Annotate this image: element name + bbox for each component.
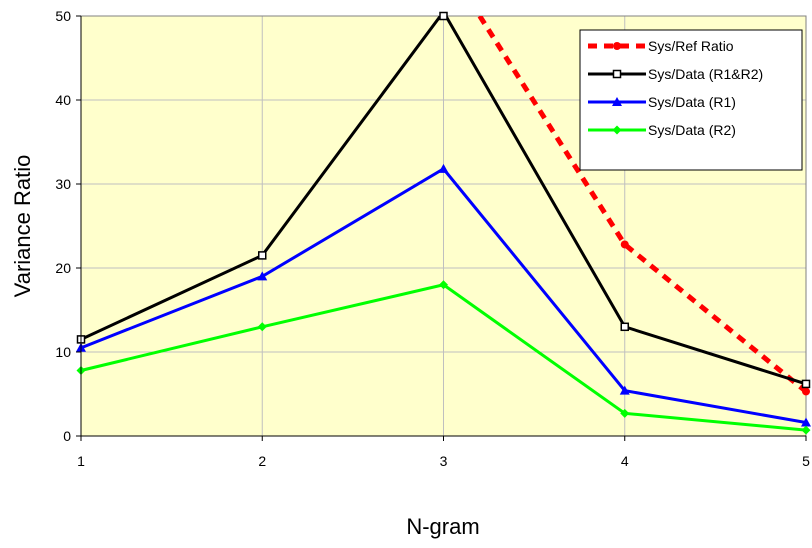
gridlines [81,16,806,436]
data-point-series-2 [439,11,448,21]
y-tick-label: 30 [55,176,71,192]
data-point-series-4 [620,408,630,418]
data-point-series-2 [620,322,629,332]
x-tick-label: 2 [258,453,266,469]
data-point-legend-1 [613,42,621,50]
y-tick-label: 10 [55,344,71,360]
x-axis-title: N-gram [406,514,479,539]
y-tick-label: 0 [63,428,71,444]
series-line-2 [81,16,806,386]
data-point-series-3 [257,271,268,281]
data-point-series-2 [258,251,267,260]
data-point-series-1 [802,387,810,396]
tick-labels: 0 10 20 30 40 50 1 2 3 4 5 [55,8,810,469]
x-tick-label: 3 [440,453,448,469]
data-point-series-4 [801,425,811,435]
data-point-series-1 [620,240,629,249]
legend: Sys/Ref Ratio Sys/Data (R1&R2) Sys/Data (R… [579,29,803,171]
x-tick-label: 4 [621,453,629,469]
legend-label-3: Sys/Data (R1) [648,94,736,110]
data-point-series-4 [439,280,448,290]
data-point-series-3 [619,385,630,395]
data-point-series-3 [801,417,811,427]
data-point-series-3 [438,163,449,173]
y-axis-title: Variance Ratio [10,155,35,298]
data-point-series-4 [257,322,267,332]
legend-label-1: Sys/Ref Ratio [648,38,734,54]
y-tick-label: 50 [55,8,71,24]
y-tick-label: 20 [55,260,71,276]
x-tick-label: 1 [77,453,85,469]
x-tick-label: 5 [802,453,810,469]
legend-label-2: Sys/Data (R1&R2) [648,66,763,82]
y-tick-label: 40 [55,92,71,108]
data-point-legend-3 [612,97,622,106]
legend-label-4: Sys/Data (R2) [648,122,736,138]
data-point-legend-2 [612,69,622,79]
axes [76,15,807,441]
data-point-legend-4 [612,125,622,135]
data-point-series-2 [801,379,811,389]
